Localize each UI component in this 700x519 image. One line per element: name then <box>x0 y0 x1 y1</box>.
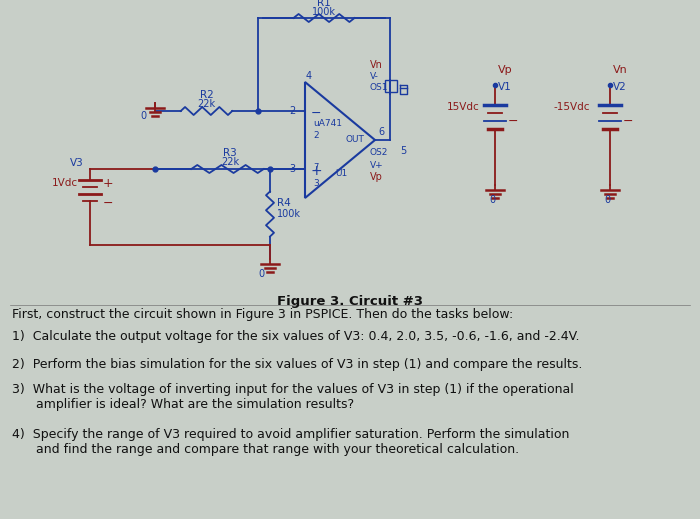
Text: Vn: Vn <box>370 60 383 70</box>
Text: −: − <box>103 197 113 210</box>
Text: 0: 0 <box>604 195 610 205</box>
Text: +: + <box>103 177 113 190</box>
Text: −: − <box>623 115 634 128</box>
Text: 1Vdc: 1Vdc <box>52 178 78 188</box>
Text: 7: 7 <box>313 162 319 171</box>
Text: -15Vdc: -15Vdc <box>554 102 591 112</box>
Text: V1: V1 <box>498 82 512 92</box>
Text: Vp: Vp <box>370 172 383 182</box>
Text: Vp: Vp <box>498 65 512 75</box>
Bar <box>385 80 397 92</box>
Text: V2: V2 <box>613 82 626 92</box>
Text: 6: 6 <box>378 127 384 137</box>
Text: +: + <box>311 164 323 178</box>
Text: U1: U1 <box>335 169 347 177</box>
Text: R3: R3 <box>223 148 237 158</box>
Text: Vn: Vn <box>613 65 628 75</box>
Text: 22k: 22k <box>197 99 216 109</box>
Text: R4: R4 <box>277 198 290 208</box>
Text: uA741: uA741 <box>313 119 342 129</box>
Text: R2: R2 <box>199 90 213 100</box>
Text: V-: V- <box>370 72 379 81</box>
Text: −: − <box>508 115 519 128</box>
Text: 2: 2 <box>289 106 295 116</box>
Text: 2: 2 <box>313 130 319 140</box>
Text: 3)  What is the voltage of inverting input for the values of V3 in step (1) if t: 3) What is the voltage of inverting inpu… <box>12 383 574 411</box>
Text: V3: V3 <box>70 158 84 168</box>
Text: R1: R1 <box>317 0 331 8</box>
Text: 0: 0 <box>258 269 264 279</box>
Text: First, construct the circuit shown in Figure 3 in PSPICE. Then do the tasks belo: First, construct the circuit shown in Fi… <box>12 308 513 321</box>
Text: 100k: 100k <box>312 7 336 17</box>
Text: 1)  Calculate the output voltage for the six values of V3: 0.4, 2.0, 3.5, -0.6, : 1) Calculate the output voltage for the … <box>12 330 580 343</box>
Text: 3: 3 <box>289 164 295 174</box>
Text: OS1: OS1 <box>370 83 388 92</box>
Text: 3: 3 <box>313 179 319 187</box>
Text: 100k: 100k <box>277 209 301 219</box>
Text: 4: 4 <box>306 71 312 81</box>
Text: Figure 3. Circuit #3: Figure 3. Circuit #3 <box>277 295 423 308</box>
Text: OS2: OS2 <box>370 148 388 157</box>
Text: 0: 0 <box>489 195 495 205</box>
Text: 2)  Perform the bias simulation for the six values of V3 in step (1) and compare: 2) Perform the bias simulation for the s… <box>12 358 582 371</box>
Text: OUT: OUT <box>345 135 364 144</box>
Text: V+: V+ <box>370 161 384 170</box>
Text: 5: 5 <box>400 146 406 156</box>
Text: 22k: 22k <box>221 157 239 167</box>
Text: −: − <box>311 106 321 119</box>
Text: 0: 0 <box>140 111 146 121</box>
Text: 4)  Specify the range of V3 required to avoid amplifier saturation. Perform the : 4) Specify the range of V3 required to a… <box>12 428 569 456</box>
Text: 15Vdc: 15Vdc <box>447 102 480 112</box>
